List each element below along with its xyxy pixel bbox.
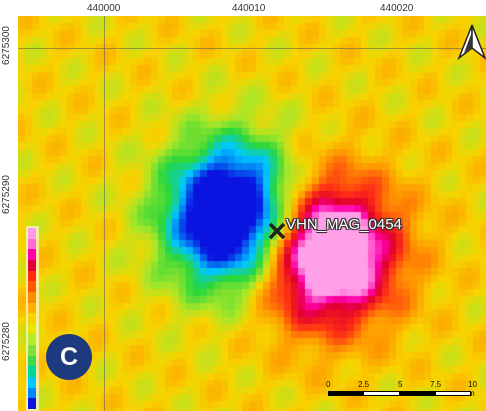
x-tick-label: 440010 [232,3,266,14]
legend-swatch [28,313,36,325]
scale-segment [399,391,436,396]
legend-swatch [28,366,36,378]
legend-swatch [28,345,36,357]
legend-swatch [28,228,36,239]
legend-swatch [28,249,36,261]
legend-swatch [28,398,36,410]
scale-segment [363,391,400,396]
cross-marker-icon[interactable] [268,222,286,240]
grid-line [104,16,105,411]
scale-segment [435,391,471,396]
north-arrow-icon [457,24,486,61]
magnetic-anomaly-map[interactable]: VHN_MAG_0454 [18,16,486,411]
legend-swatch [28,355,36,367]
scale-label: 7.5 [430,380,442,389]
anomaly-raster [18,16,486,411]
legend-swatch [28,302,36,314]
x-tick-label: 440020 [380,3,414,14]
legend-swatch [28,291,36,303]
legend-swatch [28,238,36,250]
legend-swatch [28,377,36,389]
scale-label: 5 [398,380,403,389]
legend-swatch [28,323,36,335]
scale-label: 10 m [468,380,477,398]
scale-segment [328,391,364,396]
scale-label: 0 [326,380,331,389]
grid-line [18,48,486,49]
legend-swatch [28,259,36,271]
scale-label: 2.5 [358,380,370,389]
legend-swatch [28,270,36,282]
y-tick-label: 6275280 [1,322,12,361]
legend-swatch [28,387,36,399]
legend-swatch [28,281,36,293]
panel-badge: C [46,334,92,380]
x-tick-label: 440000 [87,3,121,14]
legend-color-ramp [26,226,39,411]
y-tick-label: 6275290 [1,175,12,214]
y-tick-label: 6275300 [1,26,12,65]
legend-swatch [28,334,36,346]
marker-label: VHN_MAG_0454 [286,216,402,233]
